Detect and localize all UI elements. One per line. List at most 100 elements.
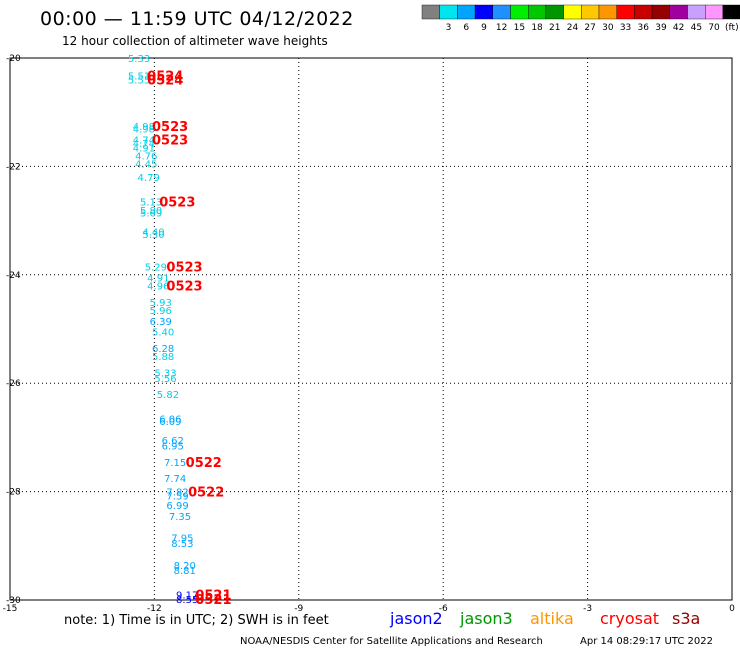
satellite-legend: jason2 jason3 altika cryosat s3a — [389, 609, 700, 628]
swh-label: 5.30 — [142, 230, 164, 241]
pass-time-label: 0523 — [159, 196, 195, 211]
swh-label: 5.69 — [140, 208, 162, 219]
scale-swatch — [492, 4, 511, 20]
longitude-tick-label: -15 — [3, 604, 18, 614]
swh-label: 8.81 — [174, 566, 196, 577]
swh-label: 4.76 — [135, 152, 157, 163]
latitude-tick-label: -24 — [6, 271, 21, 281]
swh-label: 4.74 — [133, 135, 155, 146]
scale-unit: (ft) — [725, 23, 739, 33]
swh-label: 8.20 — [174, 561, 196, 572]
swh-label: 4.79 — [138, 173, 160, 184]
swh-label: 6.09 — [159, 417, 181, 428]
pass-time-label: 0522 — [186, 456, 222, 471]
scale-swatch — [651, 4, 670, 20]
swh-label: 4.74 — [133, 139, 155, 150]
swh-label: 5.93 — [150, 298, 172, 309]
color-scale-legend: 3 6 9 12 15 18 21 24 27 30 33 36 39 42 45 70 (ft) — [421, 4, 740, 33]
footer-note: note: 1) Time is in UTC; 2) SWH is in fe… — [64, 613, 329, 628]
scale-swatch — [687, 4, 706, 20]
scale-label: 45 — [691, 23, 702, 33]
pass-time-label: 0521 — [195, 589, 231, 604]
swh-label: 5.82 — [157, 390, 179, 401]
swh-label: 5.96 — [150, 306, 172, 317]
pass-time-label: 0523 — [166, 280, 202, 295]
latitude-tick-label: -22 — [6, 162, 21, 172]
longitude-tick-label: -9 — [294, 604, 303, 614]
swh-label: 5.33 — [128, 54, 150, 65]
longitude-tick-label: 0 — [729, 604, 735, 614]
scale-label: 36 — [638, 23, 650, 33]
scale-swatch — [634, 4, 653, 20]
map-area: -15 -12 -9 -6 -3 0 -20-22-24-26-28-30 5.335.5… — [3, 54, 735, 614]
scale-swatch — [598, 4, 617, 20]
pass-time-label: 0524 — [147, 69, 183, 84]
latitude-tick-label: -26 — [6, 379, 21, 389]
swh-label: 5.33 — [154, 368, 176, 379]
swh-label: 5.51 — [128, 71, 150, 82]
scale-label: 21 — [549, 23, 560, 33]
swh-label: 5.13 — [140, 198, 162, 209]
latitude-tick-labels: -20 -22 -24 -26 -28 -30 — [6, 54, 21, 606]
scale-swatch — [528, 4, 547, 20]
scale-swatch — [616, 4, 635, 20]
scale-label: 15 — [514, 23, 525, 33]
swh-label: 7.82 — [166, 488, 188, 499]
scale-swatch — [669, 4, 688, 20]
scale-label: 42 — [673, 23, 684, 33]
longitude-tick-label: -3 — [583, 604, 592, 614]
swh-label: 5.56 — [154, 374, 176, 385]
satellite-legend-item: cryosat — [600, 609, 659, 628]
swh-label: 4.91 — [133, 143, 155, 154]
pass-time-labels: 0524052405230523052305230523052205220521… — [147, 69, 231, 608]
scale-label: 27 — [584, 23, 595, 33]
swh-label: 7.74 — [164, 474, 186, 485]
scale-label: 39 — [655, 23, 667, 33]
swh-label: 8.55 — [176, 595, 198, 606]
satellite-legend-item: altika — [530, 609, 574, 628]
scale-label: 9 — [481, 23, 487, 33]
scale-label: 30 — [602, 23, 614, 33]
satellite-legend-item: jason2 — [389, 609, 443, 628]
swh-label: 7.59 — [166, 491, 188, 502]
swh-label: 5.55 — [128, 76, 150, 87]
swh-label: 4.98 — [133, 122, 155, 133]
graticule — [10, 58, 732, 600]
swh-label: 6.95 — [162, 442, 184, 453]
pass-time-label: 0523 — [152, 133, 188, 148]
scale-swatch — [705, 4, 724, 20]
pass-time-label: 0523 — [152, 120, 188, 135]
scale-swatch — [510, 4, 529, 20]
swh-label: 7.95 — [171, 534, 193, 545]
page-subtitle: 12 hour collection of altimeter wave hei… — [62, 34, 328, 48]
scale-swatch — [439, 4, 458, 20]
scale-label: 6 — [463, 23, 469, 33]
scale-label: 24 — [567, 23, 579, 33]
scale-label: 3 — [446, 23, 452, 33]
swh-label: 4.98 — [133, 124, 155, 135]
swh-label: 5.80 — [140, 206, 162, 217]
swh-label: 5.40 — [152, 328, 174, 339]
longitude-tick-label: -12 — [147, 604, 162, 614]
swh-label: 7.15 — [164, 458, 186, 469]
pass-time-label: 0523 — [166, 261, 202, 276]
latitude-tick-label: -28 — [6, 488, 21, 498]
scale-label: 12 — [496, 23, 507, 33]
scale-swatch — [563, 4, 582, 20]
swh-label: 6.39 — [150, 317, 172, 328]
swh-label: 4.96 — [147, 282, 169, 293]
pass-time-label: 0524 — [147, 74, 183, 89]
footer-credit: NOAA/NESDIS Center for Satellite Applica… — [240, 636, 543, 647]
scale-swatch — [581, 4, 600, 20]
latitude-tick-label: -20 — [6, 54, 21, 64]
swh-label: 4.40 — [142, 227, 164, 238]
swh-label: 7.35 — [169, 512, 191, 523]
swh-label: 5.29 — [145, 263, 167, 274]
swh-label: 6.99 — [166, 501, 188, 512]
scale-swatch — [421, 4, 440, 20]
map-frame — [9, 57, 733, 601]
scale-swatch — [457, 4, 476, 20]
swh-label: 6.62 — [162, 436, 184, 447]
scale-swatch — [474, 4, 494, 20]
